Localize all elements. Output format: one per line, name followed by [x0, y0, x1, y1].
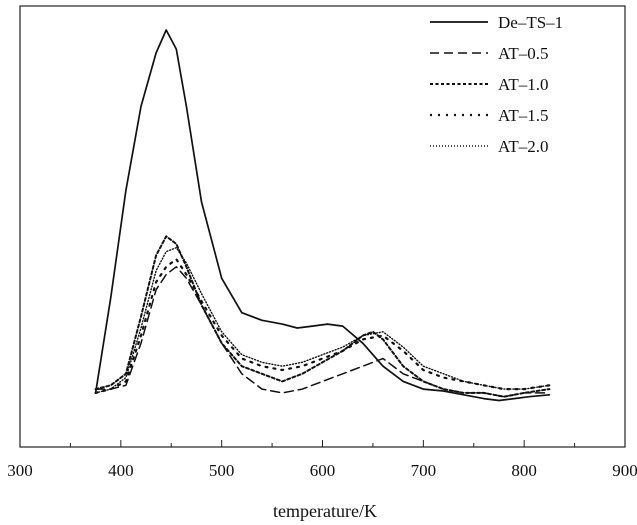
- x-tick-label: 900: [612, 461, 637, 480]
- x-axis-title: temperature/K: [273, 501, 377, 521]
- legend-label-5: AT–2.0: [498, 137, 549, 156]
- x-tick-label: 700: [411, 461, 437, 480]
- legend-label-2: AT–0.5: [498, 44, 549, 63]
- legend: De–TS–1 AT–0.5 AT–1.0 AT–1.5 AT–2.0: [430, 13, 563, 156]
- x-tick-label: 800: [511, 461, 537, 480]
- plot-frame: [19, 5, 626, 448]
- x-tick-label: 400: [108, 461, 134, 480]
- series-group: [94, 29, 551, 402]
- series-line-3: [94, 235, 551, 398]
- plot-area-border: [19, 5, 626, 448]
- legend-label-4: AT–1.5: [498, 106, 549, 125]
- x-tick-label: 600: [310, 461, 336, 480]
- x-tick-label: 300: [7, 461, 33, 480]
- series-line-1: [94, 29, 551, 402]
- x-tick-label: 500: [209, 461, 235, 480]
- series-line-2: [94, 266, 551, 398]
- series-line-5: [94, 246, 551, 394]
- x-axis-ticks: 300 400 500 600 700 800 900: [7, 440, 637, 480]
- legend-label-3: AT–1.0: [498, 75, 549, 94]
- legend-label-1: De–TS–1: [498, 13, 563, 32]
